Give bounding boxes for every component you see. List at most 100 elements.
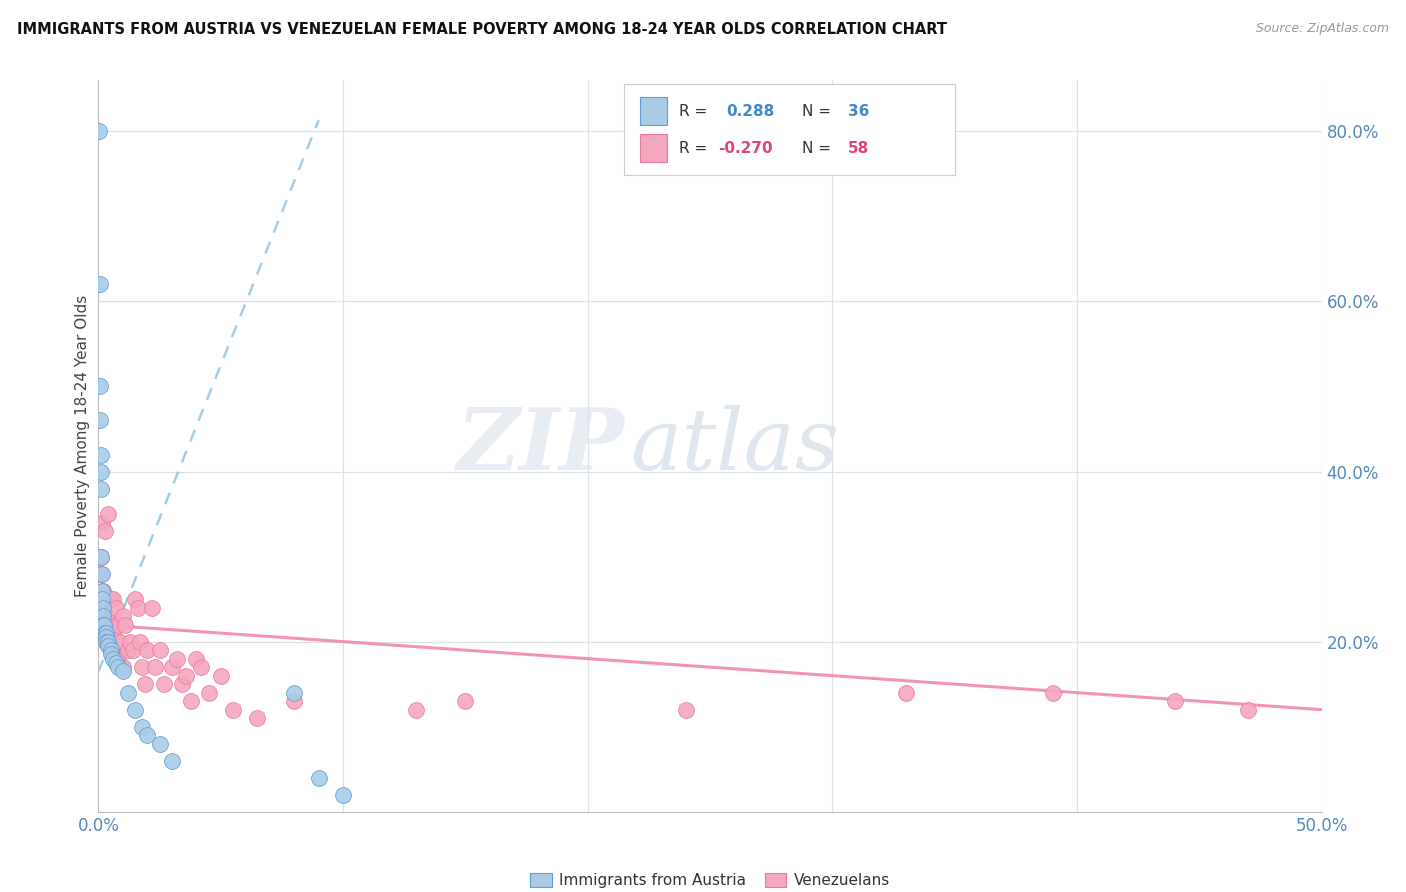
Point xyxy=(107,617,129,632)
Point xyxy=(100,592,122,607)
Point xyxy=(166,651,188,665)
Point xyxy=(100,643,122,657)
Point xyxy=(136,643,159,657)
Point xyxy=(127,600,149,615)
Point xyxy=(91,600,114,615)
Point xyxy=(405,703,427,717)
Point xyxy=(94,626,117,640)
Point xyxy=(89,277,111,292)
Point xyxy=(94,626,117,640)
FancyBboxPatch shape xyxy=(624,84,955,176)
Point xyxy=(675,703,697,717)
Legend: Immigrants from Austria, Venezuelans: Immigrants from Austria, Venezuelans xyxy=(530,872,890,888)
Point xyxy=(90,566,112,581)
Point xyxy=(91,609,114,624)
Point xyxy=(149,737,172,751)
Point xyxy=(94,609,117,624)
Point xyxy=(97,634,120,648)
Point xyxy=(117,643,139,657)
Point xyxy=(94,634,117,648)
Point xyxy=(1164,694,1187,708)
Text: R =: R = xyxy=(679,141,713,156)
Point xyxy=(89,124,111,138)
Point xyxy=(94,634,117,648)
Point xyxy=(131,660,153,674)
Text: 0.288: 0.288 xyxy=(725,103,775,119)
Point xyxy=(91,583,114,598)
Point xyxy=(110,634,132,648)
Point xyxy=(124,592,146,607)
Point xyxy=(90,448,112,462)
Point xyxy=(222,703,245,717)
Point xyxy=(1237,703,1260,717)
Bar xyxy=(640,97,668,125)
Point xyxy=(90,549,112,564)
Point xyxy=(332,788,354,802)
Point xyxy=(160,754,183,768)
Point xyxy=(101,626,124,640)
Point xyxy=(131,720,153,734)
Point xyxy=(104,600,127,615)
Text: N =: N = xyxy=(801,103,835,119)
Bar xyxy=(640,135,668,162)
Point xyxy=(180,694,202,708)
Point xyxy=(176,668,198,682)
Point xyxy=(124,703,146,717)
Point xyxy=(197,686,219,700)
Point xyxy=(89,413,111,427)
Point xyxy=(141,600,163,615)
Point xyxy=(149,643,172,657)
Point xyxy=(91,592,114,607)
Point xyxy=(308,771,330,785)
Point xyxy=(93,626,115,640)
Text: R =: R = xyxy=(679,103,713,119)
Text: ZIP: ZIP xyxy=(457,404,624,488)
Point xyxy=(121,643,143,657)
Point xyxy=(1042,686,1064,700)
Point xyxy=(283,686,305,700)
Point xyxy=(190,660,212,674)
Point xyxy=(100,648,122,662)
Text: 58: 58 xyxy=(848,141,869,156)
Point xyxy=(454,694,477,708)
Point xyxy=(117,686,139,700)
Point xyxy=(97,634,120,648)
Point xyxy=(90,566,112,581)
Point xyxy=(160,660,183,674)
Text: -0.270: -0.270 xyxy=(718,141,773,156)
Point xyxy=(170,677,193,691)
Point xyxy=(894,686,917,700)
Point xyxy=(104,656,127,670)
Point xyxy=(94,631,117,645)
Point xyxy=(209,668,232,682)
Point xyxy=(246,711,269,725)
Point xyxy=(111,660,134,674)
Text: atlas: atlas xyxy=(630,405,839,487)
Point xyxy=(97,507,120,521)
Point xyxy=(136,728,159,742)
Point xyxy=(93,524,115,538)
Point xyxy=(97,639,120,653)
Y-axis label: Female Poverty Among 18-24 Year Olds: Female Poverty Among 18-24 Year Olds xyxy=(75,295,90,597)
Point xyxy=(89,379,111,393)
Text: IMMIGRANTS FROM AUSTRIA VS VENEZUELAN FEMALE POVERTY AMONG 18-24 YEAR OLDS CORRE: IMMIGRANTS FROM AUSTRIA VS VENEZUELAN FE… xyxy=(17,22,946,37)
Point xyxy=(143,660,166,674)
Point xyxy=(91,600,114,615)
Point xyxy=(93,617,115,632)
Point xyxy=(90,482,112,496)
Point xyxy=(91,617,114,632)
Point xyxy=(153,677,176,691)
Point xyxy=(90,549,112,564)
Text: N =: N = xyxy=(801,141,835,156)
Point xyxy=(111,609,134,624)
Text: Source: ZipAtlas.com: Source: ZipAtlas.com xyxy=(1256,22,1389,36)
Point xyxy=(134,677,156,691)
Point xyxy=(91,516,114,530)
Point xyxy=(111,665,134,679)
Point xyxy=(186,651,208,665)
Point xyxy=(101,592,124,607)
Point xyxy=(120,634,142,648)
Point xyxy=(104,643,127,657)
Point xyxy=(89,617,111,632)
Text: 36: 36 xyxy=(848,103,870,119)
